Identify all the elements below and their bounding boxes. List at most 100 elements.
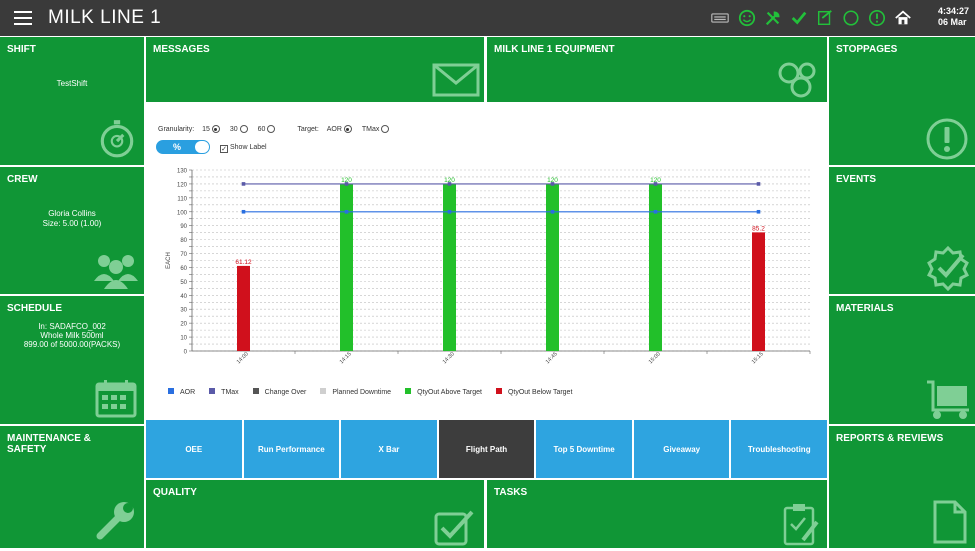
toggle-knob	[195, 141, 209, 153]
tab-x-bar[interactable]: X Bar	[341, 420, 437, 478]
percent-toggle[interactable]: %	[156, 140, 210, 154]
events-title: EVENTS	[836, 174, 877, 185]
y-tick-label: 30	[180, 308, 187, 314]
crew-tile[interactable]: CREW Gloria Collins Size: 5.00 (1.00)	[0, 167, 144, 294]
menu-icon[interactable]	[14, 11, 32, 25]
bar	[340, 183, 353, 351]
bar	[443, 183, 456, 351]
show-label-checkbox[interactable]: ✓ Show Label	[220, 144, 267, 153]
data-label: 120	[650, 177, 661, 184]
app-title: MILK LINE 1	[48, 7, 162, 28]
aor-marker	[241, 209, 246, 214]
show-label-text: Show Label	[230, 144, 267, 151]
granularity-15-radio[interactable]	[211, 125, 220, 133]
tasks-tile[interactable]: TASKS	[487, 480, 827, 548]
shift-title: SHIFT	[7, 44, 36, 55]
tools-icon[interactable]	[763, 8, 783, 28]
materials-tile[interactable]: MATERIALS	[829, 296, 975, 424]
schedule-line2: Whole Milk 500ml	[40, 331, 104, 340]
schedule-tile[interactable]: SCHEDULE In: SADAFCO_002 Whole Milk 500m…	[0, 296, 144, 424]
tmax-marker	[447, 182, 452, 186]
flight-path-panel: Granularity: 15 30 60 Target: AOR TMax %…	[146, 103, 827, 419]
aor-marker	[344, 209, 349, 214]
x-tick-label: 15:15	[751, 351, 765, 365]
home-icon[interactable]	[893, 8, 913, 28]
alert-circle-icon	[925, 117, 969, 161]
tab-run-performance[interactable]: Run Performance	[243, 420, 340, 478]
equipment-tile[interactable]: MILK LINE 1 EQUIPMENT	[487, 37, 827, 102]
y-tick-label: 50	[180, 280, 187, 286]
keyboard-icon[interactable]	[709, 8, 731, 28]
shift-tile[interactable]: SHIFT TestShift	[0, 37, 144, 165]
checkmark-icon[interactable]	[789, 8, 809, 28]
granularity-label: Granularity:	[158, 126, 195, 133]
tab-oee[interactable]: OEE	[146, 420, 242, 478]
alert-icon[interactable]	[867, 8, 887, 28]
equipment-title: MILK LINE 1 EQUIPMENT	[494, 44, 615, 55]
bar	[237, 265, 250, 351]
checkbox-box[interactable]: ✓	[220, 145, 228, 153]
badge-check-icon	[925, 245, 971, 292]
percent-toggle-label: %	[173, 142, 182, 152]
edit-icon[interactable]	[815, 8, 835, 28]
reports-tile[interactable]: REPORTS & REVIEWS	[829, 426, 975, 548]
target-tmax-radio[interactable]	[381, 125, 390, 133]
messages-tile[interactable]: MESSAGES	[146, 37, 484, 102]
x-tick-label: 14:15	[339, 351, 353, 365]
bar	[546, 183, 559, 351]
messages-title: MESSAGES	[153, 44, 210, 55]
stoppages-title: STOPPAGES	[836, 44, 898, 55]
maintenance-tile[interactable]: MAINTENANCE & SAFETY	[0, 426, 144, 548]
wrench-icon	[94, 498, 138, 542]
materials-title: MATERIALS	[836, 303, 894, 314]
chart-controls: Granularity: 15 30 60 Target: AOR TMax	[158, 125, 390, 133]
flight-path-chart: 0 10 20 30 40 50 60 70 80 90 100 110 120 130 EACH 61.12…	[166, 169, 811, 365]
stoppages-tile[interactable]: STOPPAGES	[829, 37, 975, 165]
stopwatch-icon	[96, 117, 138, 159]
bar	[752, 232, 765, 351]
target-aor-label: AOR	[326, 126, 342, 133]
granularity-60-radio[interactable]	[267, 125, 276, 133]
tmax-marker	[550, 182, 555, 186]
schedule-line3: 899.00 of 5000.00(PACKS)	[23, 340, 121, 349]
legend-item-aor: AOR	[168, 388, 195, 396]
y-tick-label: 100	[177, 210, 188, 216]
crew-size: Size: 5.00 (1.00)	[42, 219, 102, 228]
clock-time: 4:34:27	[937, 6, 969, 16]
tab-flight-path[interactable]: Flight Path	[438, 420, 535, 478]
tmax-marker	[653, 182, 658, 186]
legend-item-tmax: TMax	[209, 388, 239, 396]
crew-title: CREW	[7, 174, 38, 185]
aor-marker	[756, 209, 761, 214]
aor-marker	[653, 209, 658, 214]
y-tick-label: 0	[184, 350, 188, 356]
status-icons	[709, 6, 913, 30]
circle-icon[interactable]	[841, 8, 861, 28]
tab-giveaway[interactable]: Giveaway	[633, 420, 730, 478]
clock-date: 06 Mar	[937, 17, 967, 27]
granularity-30-radio[interactable]	[239, 125, 248, 133]
tmax-marker	[344, 182, 349, 186]
smiley-icon[interactable]	[737, 8, 757, 28]
gears-icon	[777, 59, 821, 99]
tmax-marker	[756, 182, 761, 186]
data-label: 120	[547, 177, 558, 184]
y-axis-label: EACH	[166, 252, 172, 269]
target-aor-radio[interactable]	[343, 125, 352, 133]
tab-top-5-downtime[interactable]: Top 5 Downtime	[536, 420, 632, 478]
schedule-title: SCHEDULE	[7, 303, 63, 314]
target-label: Target:	[297, 126, 319, 133]
x-tick-label: 15:00	[648, 351, 662, 365]
events-tile[interactable]: EVENTS	[829, 167, 975, 294]
quality-tile[interactable]: QUALITY	[146, 480, 484, 548]
y-tick-label: 60	[180, 266, 187, 272]
legend-item-above-target: QtyOut Above Target	[405, 388, 482, 396]
clock: 4:34:27 06 Mar	[938, 6, 969, 28]
y-tick-label: 120	[177, 182, 188, 188]
aor-marker	[447, 209, 452, 214]
legend-item-change-over: Change Over	[252, 388, 306, 396]
checkbox-icon	[434, 508, 476, 546]
tab-troubleshooting[interactable]: Troubleshooting	[731, 420, 828, 478]
quality-title: QUALITY	[153, 487, 197, 498]
group-icon	[92, 249, 140, 289]
